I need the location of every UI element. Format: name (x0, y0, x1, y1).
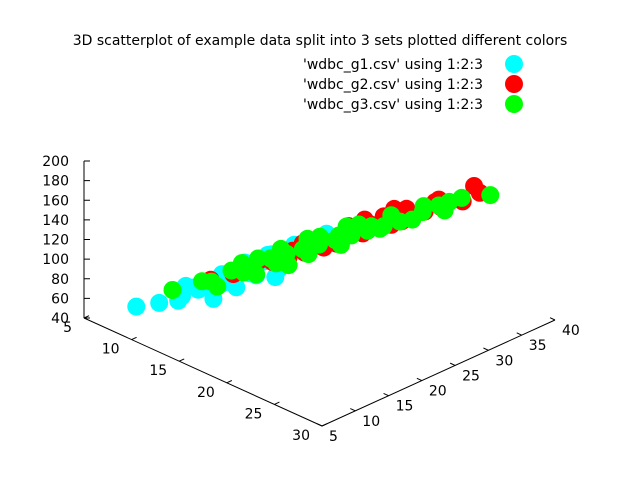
y-tick-mark (549, 317, 556, 321)
axis-ticks: 5 10 15 20 25 30 5 10 15 20 25 30 35 40 40 60 80 100 120 14… (42, 154, 580, 445)
series-3 (163, 186, 500, 299)
data-point (465, 177, 484, 195)
y-tick-mark (416, 377, 423, 382)
z-tick-label: 120 (42, 233, 69, 249)
y-tick-mark (483, 347, 489, 351)
z-tick-label: 140 (42, 213, 69, 229)
data-point (382, 206, 401, 225)
legend-markers (505, 55, 523, 113)
y-tick-label: 15 (396, 399, 414, 415)
data-point (414, 197, 433, 216)
data-point (249, 249, 268, 268)
y-tick-label: 25 (462, 368, 480, 384)
y-axis-line (321, 319, 556, 427)
x-tick-label: 15 (149, 363, 167, 379)
data-point (232, 254, 251, 273)
legend-label-g2: 'wdbc_g2.csv' using 1:2:3 (303, 77, 483, 93)
z-tick-label: 100 (42, 252, 69, 268)
x-tick-label: 5 (63, 320, 72, 336)
y-tick-mark (350, 408, 356, 412)
legend-marker (505, 55, 523, 73)
x-tick-label: 30 (292, 428, 310, 444)
legend: 'wdbc_g1.csv' using 1:2:3 'wdbc_g2.csv' … (303, 55, 523, 113)
z-tick-label: 200 (42, 154, 69, 170)
data-point (208, 277, 227, 296)
y-tick-mark (383, 392, 389, 397)
data-point (163, 281, 182, 299)
data-point (150, 293, 169, 312)
data-point (362, 217, 381, 236)
x-tick-mark (226, 380, 233, 384)
z-tick-label: 160 (42, 193, 69, 209)
data-point (127, 297, 146, 316)
z-tick-label: 180 (42, 174, 69, 190)
data-point (330, 226, 348, 245)
y-tick-mark (449, 362, 456, 366)
legend-label-g3: 'wdbc_g3.csv' using 1:2:3 (303, 97, 483, 113)
x-axis-line (83, 317, 323, 427)
data-point (247, 265, 266, 284)
data-point (298, 229, 317, 248)
y-tick-label: 10 (362, 414, 380, 430)
z-tick-label: 60 (51, 291, 69, 307)
x-tick-mark (178, 358, 185, 362)
y-tick-mark (516, 332, 522, 336)
data-point (279, 256, 298, 275)
chart-title: 3D scatterplot of example data split int… (73, 33, 568, 49)
y-tick-label: 30 (495, 353, 513, 369)
x-tick-mark (131, 336, 137, 341)
legend-marker (505, 95, 523, 113)
x-tick-label: 20 (197, 385, 215, 401)
data-point (403, 210, 422, 229)
x-tick-mark (274, 401, 280, 405)
x-tick-label: 25 (245, 406, 263, 422)
data-point (440, 192, 459, 211)
data-point (481, 186, 500, 205)
legend-label-g1: 'wdbc_g1.csv' using 1:2:3 (303, 57, 483, 73)
y-tick-label: 20 (429, 384, 447, 400)
axes: 5 10 15 20 25 30 5 10 15 20 25 30 35 40 40 60 80 100 120 14… (42, 154, 580, 445)
x-tick-label: 10 (102, 342, 120, 358)
data-point (299, 245, 318, 264)
y-tick-label: 5 (329, 429, 338, 445)
data-points (127, 177, 500, 316)
y-tick-label: 35 (529, 338, 547, 354)
data-point (271, 239, 290, 258)
x-tick-mark (321, 423, 328, 427)
y-tick-mark (316, 423, 323, 427)
legend-marker (505, 75, 523, 93)
z-tick-label: 80 (51, 272, 69, 288)
y-tick-label: 40 (562, 323, 580, 339)
data-point (266, 268, 285, 287)
z-tick-label: 40 (51, 311, 69, 327)
